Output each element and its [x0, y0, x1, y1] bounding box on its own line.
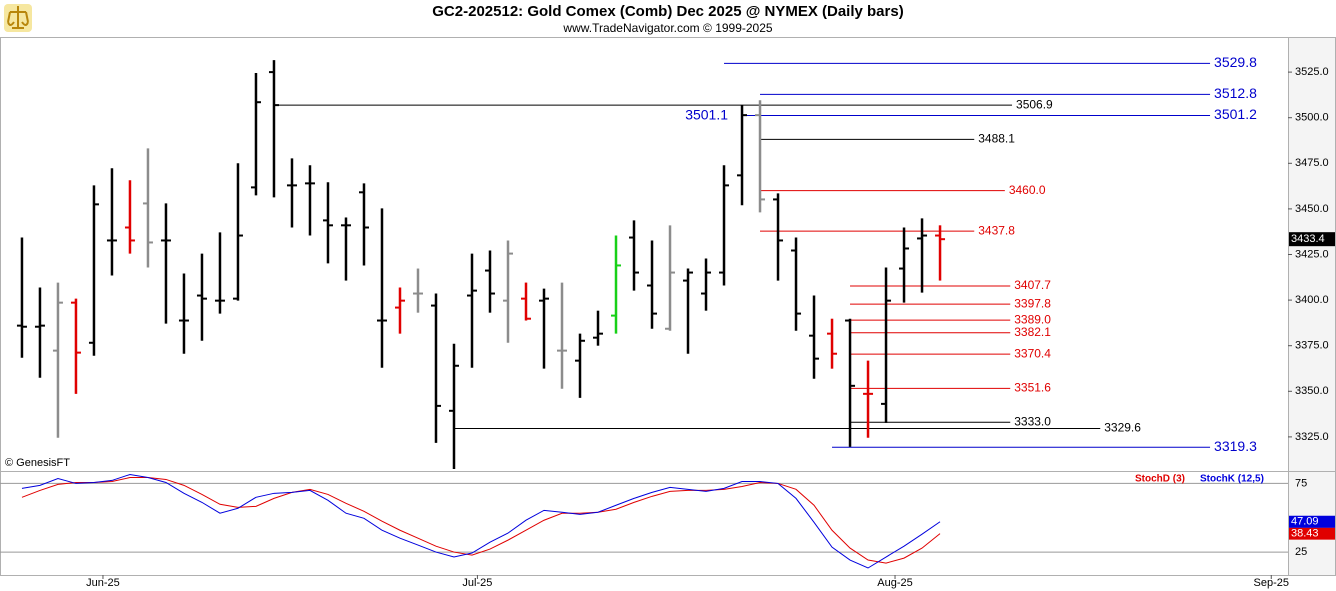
last-value-box — [1289, 527, 1335, 540]
y-tick-label: 3375.0 — [1295, 340, 1329, 352]
chart-subtitle: www.TradeNavigator.com © 1999-2025 — [562, 21, 772, 35]
level-label: 3389.0 — [1014, 312, 1051, 326]
series-line — [21, 477, 941, 564]
last-value-box — [1289, 515, 1335, 528]
axis-panel — [1288, 37, 1336, 576]
last-value-label: 47.09 — [1291, 516, 1319, 528]
y-tick-label: 25 — [1295, 546, 1307, 558]
legend-entry: StochD (3) — [1135, 474, 1185, 485]
annotation: 3501.1 — [685, 106, 728, 122]
last-price-box — [1289, 232, 1335, 247]
level-label: 3351.6 — [1014, 381, 1051, 395]
level-label: 3319.3 — [1214, 438, 1257, 454]
last-price-label: 3433.4 — [1291, 233, 1325, 245]
level-label: 3382.1 — [1014, 325, 1051, 339]
y-tick-label: 3525.0 — [1295, 66, 1329, 78]
y-tick-label: 3400.0 — [1295, 294, 1329, 306]
x-tick-label: Aug-25 — [877, 577, 912, 589]
chart-title: GC2-202512: Gold Comex (Comb) Dec 2025 @… — [432, 3, 903, 20]
watermark: © GenesisFT — [5, 457, 70, 469]
level-label: 3488.1 — [978, 132, 1015, 146]
y-tick-label: 75 — [1295, 477, 1307, 489]
level-label: 3506.9 — [1016, 97, 1053, 111]
series-line — [21, 473, 941, 569]
y-tick-label: 3425.0 — [1295, 248, 1329, 260]
level-label: 3370.4 — [1014, 346, 1051, 360]
level-label: 3397.8 — [1014, 296, 1051, 310]
logo — [4, 4, 32, 32]
y-tick-label: 3450.0 — [1295, 203, 1329, 215]
x-tick-label: Sep-25 — [1254, 577, 1289, 589]
y-tick-label: 3475.0 — [1295, 157, 1329, 169]
last-value-label: 38.43 — [1291, 528, 1319, 540]
y-tick-label: 3350.0 — [1295, 385, 1329, 397]
legend-entry: StochK (12,5) — [1200, 474, 1264, 485]
level-label: 3329.6 — [1104, 421, 1141, 435]
level-label: 3460.0 — [1009, 183, 1046, 197]
level-label: 3529.8 — [1214, 54, 1257, 70]
level-label: 3501.2 — [1214, 106, 1257, 122]
x-tick-label: Jun-25 — [86, 577, 120, 589]
level-label: 3512.8 — [1214, 85, 1257, 101]
level-label: 3407.7 — [1014, 278, 1051, 292]
y-tick-label: 3500.0 — [1295, 112, 1329, 124]
y-tick-label: 3325.0 — [1295, 431, 1329, 443]
level-label: 3333.0 — [1014, 414, 1051, 428]
x-tick-label: Jul-25 — [462, 577, 492, 589]
level-label: 3437.8 — [978, 223, 1015, 237]
